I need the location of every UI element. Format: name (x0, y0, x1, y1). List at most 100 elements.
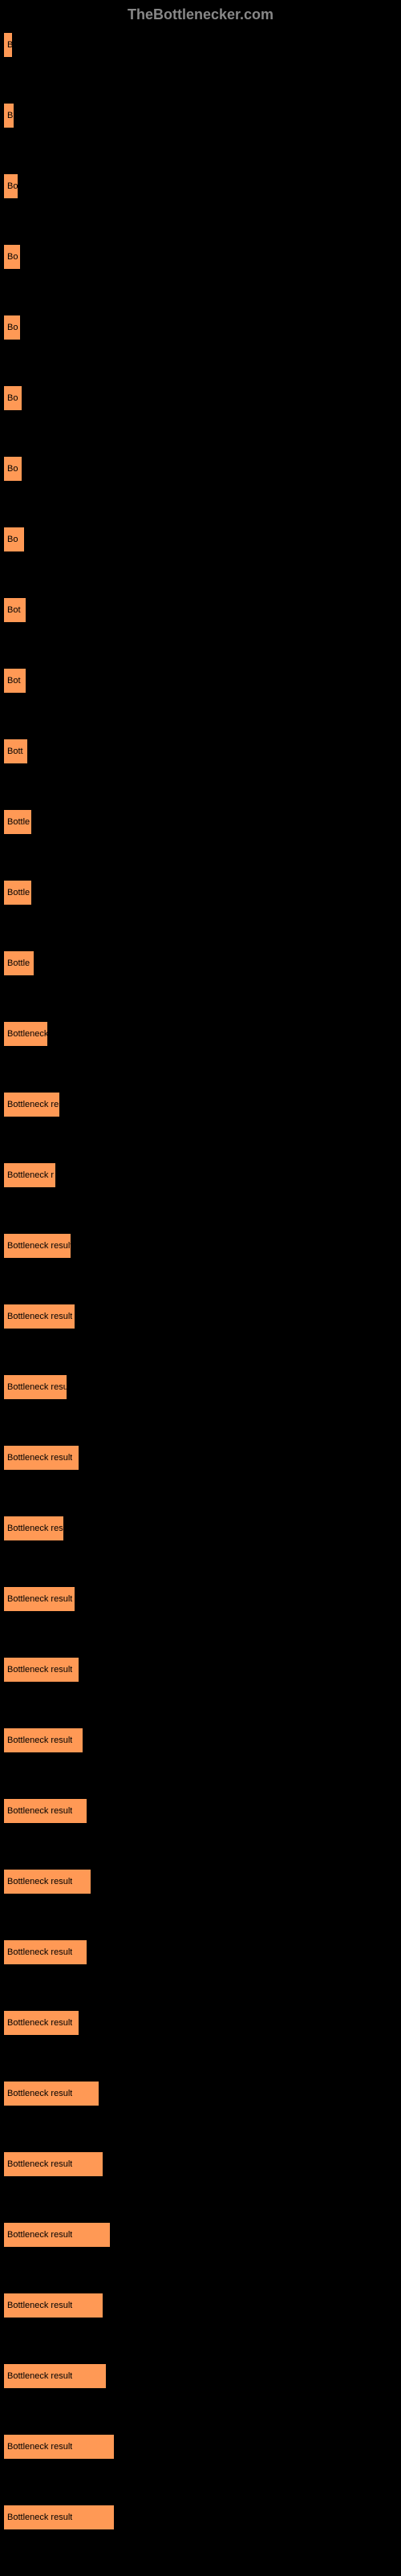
bar-row: Bo (4, 174, 397, 198)
bar-row: Bot (4, 669, 397, 693)
bar: Bottleneck result (4, 1799, 87, 1823)
bar-label: Bottleneck resu (7, 1382, 67, 1392)
bar: Bottleneck res (4, 1093, 59, 1117)
bar: Bo (4, 245, 20, 269)
bar-label: Bottleneck result (7, 1806, 72, 1816)
bar-label: Bottleneck result (7, 2513, 72, 2522)
bar-row: Bottleneck (4, 1022, 397, 1046)
bar-row: Bottleneck result (4, 1446, 397, 1470)
bar-row: Bottleneck result (4, 1234, 397, 1258)
bar: Bott (4, 739, 27, 763)
bar-label: Bottleneck result (7, 1736, 72, 1745)
bar-label: Bottleneck result (7, 2089, 72, 2098)
bar: Bottleneck resu (4, 1375, 67, 1399)
bar-label: Bo (7, 323, 18, 332)
bar: B (4, 33, 12, 57)
bar: Bottleneck result (4, 2293, 103, 2318)
header: TheBottlenecker.com (0, 0, 401, 26)
bar: Bottleneck (4, 1022, 47, 1046)
bar-row: B (4, 33, 397, 57)
bar-row: Bottleneck result (4, 1658, 397, 1682)
bar-label: Bot (7, 605, 21, 615)
bar-row: Bot (4, 598, 397, 622)
bar-row: Bottleneck result (4, 2011, 397, 2035)
bar-row: Bottle (4, 881, 397, 905)
bar-label: B (7, 111, 13, 120)
bar: Bottleneck result (4, 1658, 79, 1682)
bar: Bottle (4, 810, 31, 834)
bar-row: Bottleneck res (4, 1093, 397, 1117)
bar-label: Bottleneck result (7, 2301, 72, 2310)
bar-row: Bo (4, 245, 397, 269)
bar: Bottleneck result (4, 2011, 79, 2035)
bar: Bottleneck result (4, 2364, 106, 2388)
bar-label: Bottleneck r (7, 1170, 54, 1180)
bar: Bottleneck result (4, 1587, 75, 1611)
bar-row: Bottle (4, 951, 397, 975)
bar: Bottleneck result (4, 1870, 91, 1894)
bar-label: Bottleneck res (7, 1100, 59, 1109)
bar: Bottleneck result (4, 1940, 87, 1964)
bar-label: Bottleneck result (7, 1594, 72, 1604)
bar-row: Bo (4, 527, 397, 551)
bar: Bot (4, 598, 26, 622)
bar: Bot (4, 669, 26, 693)
bar: Bottleneck result (4, 2505, 114, 2529)
bar-label: Bottleneck result (7, 1665, 72, 1675)
bar-row: Bottleneck resu (4, 1375, 397, 1399)
bar-label: Bo (7, 181, 18, 191)
bar-row: Bo (4, 386, 397, 410)
bar-row: Bottleneck result (4, 2293, 397, 2318)
bar-row: Bottleneck result (4, 2505, 397, 2529)
bar: Bo (4, 315, 20, 340)
bar: Bottleneck r (4, 1163, 55, 1187)
bar: Bottleneck result (4, 2082, 99, 2106)
bar-label: Bottleneck (7, 1029, 47, 1039)
bar-row: Bottleneck result (4, 1587, 397, 1611)
bar: Bo (4, 457, 22, 481)
bar: Bottleneck result (4, 2152, 103, 2176)
bar-label: Bottleneck res (7, 1524, 63, 1533)
bar-row: Bo (4, 457, 397, 481)
bar: B (4, 104, 14, 128)
bar-row: Bottleneck result (4, 1940, 397, 1964)
bar-chart: B B Bo Bo Bo Bo Bo Bo Bot Bot Bott Bottle Bottle Bott… (0, 33, 401, 2529)
bar-row: Bottleneck result (4, 1870, 397, 1894)
bar-label: Bottleneck result (7, 1947, 72, 1957)
bar: Bottle (4, 951, 34, 975)
bar-label: Bottleneck result (7, 2159, 72, 2169)
bar-label: Bottle (7, 817, 30, 827)
bar-label: Bot (7, 676, 21, 686)
bar-row: Bottleneck result (4, 2223, 397, 2247)
bar-row: Bottleneck result (4, 1304, 397, 1329)
bar: Bottleneck res (4, 1516, 63, 1540)
site-title: TheBottlenecker.com (128, 6, 273, 22)
bar-row: Bottleneck result (4, 2435, 397, 2459)
bar-row: Bottleneck result (4, 1799, 397, 1823)
bar-label: Bo (7, 393, 18, 403)
bar-row: Bottleneck r (4, 1163, 397, 1187)
bar: Bottleneck result (4, 1234, 71, 1258)
bar-label: Bo (7, 535, 18, 544)
bar-row: Bottleneck result (4, 2152, 397, 2176)
bar: Bottleneck result (4, 2435, 114, 2459)
bar: Bo (4, 527, 24, 551)
bar: Bottleneck result (4, 1304, 75, 1329)
bar-label: Bottleneck result (7, 2018, 72, 2028)
bar: Bo (4, 386, 22, 410)
bar-label: Bottleneck result (7, 2230, 72, 2240)
bar-label: Bottleneck result (7, 2442, 72, 2452)
bar-row: Bottleneck result (4, 2364, 397, 2388)
bar-label: Bo (7, 464, 18, 474)
bar: Bo (4, 174, 18, 198)
bar-label: Bottleneck result (7, 2371, 72, 2381)
bar-row: Bott (4, 739, 397, 763)
bar-row: Bottle (4, 810, 397, 834)
bar-row: Bottleneck result (4, 2082, 397, 2106)
bar-label: Bottleneck result (7, 1453, 72, 1463)
bar-label: Bottleneck result (7, 1877, 72, 1886)
bar: Bottle (4, 881, 31, 905)
bar-row: B (4, 104, 397, 128)
bar: Bottleneck result (4, 1728, 83, 1752)
bar-label: Bott (7, 747, 23, 756)
